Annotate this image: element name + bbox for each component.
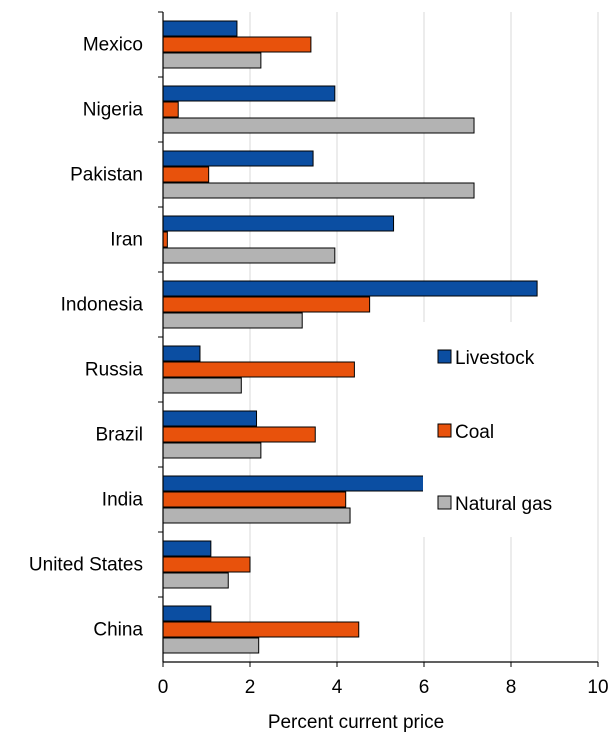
y-tick-label: United States <box>29 555 143 576</box>
y-tick-label: Mexico <box>83 35 143 56</box>
bar-indonesia-natural-gas <box>162 312 303 329</box>
legend-label: Natural gas <box>455 494 552 515</box>
x-tick-label: 8 <box>506 677 517 698</box>
bar-china-coal <box>162 621 360 638</box>
axes: Mexico Nigeria Pakistan Iran Indonesia Russia… <box>29 11 609 698</box>
x-tick-label: 6 <box>419 677 430 698</box>
x-tick-label: 10 <box>587 677 608 698</box>
x-axis-title: Percent current price <box>268 712 444 733</box>
bar-mexico-livestock <box>162 20 238 37</box>
legend-swatch <box>437 423 452 438</box>
bar-united-states-coal <box>162 556 251 573</box>
bar-brazil-coal <box>162 426 316 443</box>
y-tick-label: China <box>93 620 143 641</box>
bar-mexico-natural-gas <box>162 52 262 69</box>
y-tick-label: Brazil <box>95 425 143 446</box>
legend-swatch <box>437 349 452 364</box>
bar-nigeria-natural-gas <box>162 117 475 134</box>
bar-united-states-natural-gas <box>162 572 229 589</box>
bar-mexico-coal <box>162 36 312 53</box>
y-tick-label: India <box>102 490 144 511</box>
bar-iran-natural-gas <box>162 247 336 264</box>
y-tick-label: Nigeria <box>83 100 144 121</box>
bar-iran-coal <box>162 231 168 248</box>
bars <box>162 20 538 654</box>
y-tick-label: Russia <box>85 360 144 381</box>
bar-russia-natural-gas <box>162 377 242 394</box>
x-tick-label: 4 <box>332 677 343 698</box>
bar-pakistan-coal <box>162 166 210 183</box>
bar-brazil-natural-gas <box>162 442 262 459</box>
bar-iran-livestock <box>162 215 395 232</box>
bar-india-natural-gas <box>162 507 351 524</box>
bar-china-livestock <box>162 605 212 622</box>
bar-united-states-livestock <box>162 540 212 557</box>
bar-indonesia-coal <box>162 296 371 313</box>
bar-russia-livestock <box>162 345 201 362</box>
legend-swatch <box>437 495 452 510</box>
y-tick-label: Iran <box>110 230 143 251</box>
legend-label: Livestock <box>455 348 535 369</box>
bar-indonesia-livestock <box>162 280 538 297</box>
x-tick-label: 2 <box>245 677 256 698</box>
y-tick-label: Pakistan <box>70 165 143 186</box>
bar-india-livestock <box>162 475 425 492</box>
bar-brazil-livestock <box>162 410 258 427</box>
y-tick-label: Indonesia <box>61 295 144 316</box>
bar-pakistan-livestock <box>162 150 314 167</box>
bar-nigeria-coal <box>162 101 179 118</box>
bar-india-coal <box>162 491 347 508</box>
bar-pakistan-natural-gas <box>162 182 475 199</box>
legend-label: Coal <box>455 422 494 443</box>
legend: Livestock Coal Natural gas <box>423 322 593 537</box>
x-tick-label: 0 <box>158 677 169 698</box>
bar-russia-coal <box>162 361 355 378</box>
bar-china-natural-gas <box>162 637 260 654</box>
bar-nigeria-livestock <box>162 85 336 102</box>
